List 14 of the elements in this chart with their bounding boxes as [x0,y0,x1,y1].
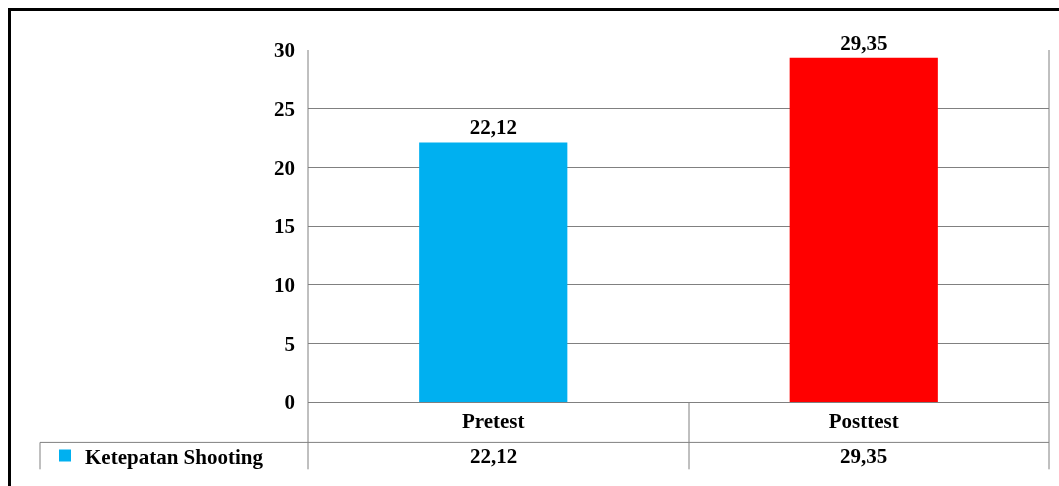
y-tick-label: 20 [274,155,295,180]
y-tick-label: 0 [284,390,295,415]
y-tick-label: 15 [274,214,295,239]
data-label: 29,35 [840,444,888,468]
y-tick-label: 25 [274,97,295,122]
text: 22,12 [469,115,517,140]
legend-label: Ketepatan Shooting [85,444,264,469]
y-tick-label: 30 [274,38,295,63]
x-tick-label: Pretest [461,409,525,434]
text: 29,35 [840,30,888,55]
x-tick-label: Posttest [828,409,899,434]
data-label: 22,12 [470,444,518,468]
y-tick-label: 5 [284,331,295,356]
y-tick-label: 10 [274,273,295,298]
